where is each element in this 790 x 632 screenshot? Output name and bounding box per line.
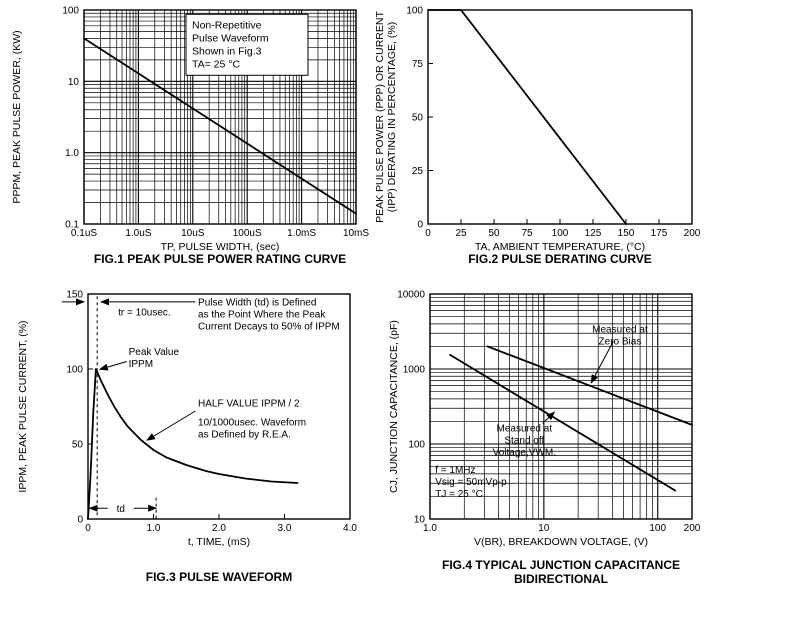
svg-text:4.0: 4.0 [343,523,357,534]
svg-text:Vsig = 50mVp-p: Vsig = 50mVp-p [435,477,507,488]
svg-text:10/1000usec. Waveform: 10/1000usec. Waveform [198,418,306,429]
fig1-caption: FIG.1 PEAK PULSE POWER RATING CURVE [93,252,347,266]
svg-text:td: td [117,504,125,515]
svg-text:25: 25 [412,166,424,177]
svg-text:f = 1MHz: f = 1MHz [435,465,475,476]
svg-text:t, TIME, (mS): t, TIME, (mS) [188,536,250,548]
svg-text:10mS: 10mS [343,228,369,239]
svg-text:TJ = 25 °C: TJ = 25 °C [435,489,483,500]
svg-text:Stand off: Stand off [504,435,544,446]
svg-text:TP, PULSE WIDTH, (sec): TP, PULSE WIDTH, (sec) [161,241,280,253]
fig2-plot-svg: 0 25 50 75 100 125 150 175 200 100 75 50 25 0 TA, AMBI… [374,6,701,254]
svg-text:Pulse Width (td) is Defined: Pulse Width (td) is Defined [198,297,316,308]
svg-text:0: 0 [85,523,91,534]
svg-text:10000: 10000 [397,290,425,301]
svg-text:Measured at: Measured at [592,324,648,335]
svg-text:75: 75 [412,59,424,70]
svg-text:1.0uS: 1.0uS [125,228,151,239]
svg-text:Non-Repetitive: Non-Repetitive [192,19,262,31]
svg-text:Voltage,VWM.: Voltage,VWM. [493,447,556,458]
svg-text:50: 50 [488,228,500,239]
svg-text:0: 0 [425,228,431,239]
fig3-pulse-waveform-chart: 0 1.0 2.0 3.0 4.0 0 50 100 150 t, TIME, (mS) IPPM,… [0,272,395,568]
fig4-caption: FIG.4 TYPICAL JUNCTION CAPACITANCE BIDIR… [441,558,680,586]
svg-text:10uS: 10uS [181,228,205,239]
svg-text:0: 0 [77,515,83,526]
svg-text:100: 100 [408,440,425,451]
svg-text:as Defined by R.E.A.: as Defined by R.E.A. [198,430,291,441]
svg-text:V(BR), BREAKDOWN VOLTAGE, (V): V(BR), BREAKDOWN VOLTAGE, (V) [474,536,648,548]
svg-text:150: 150 [66,290,83,301]
svg-text:CJ, JUNCTION CAPACITANCE, (pF): CJ, JUNCTION CAPACITANCE, (pF) [388,320,400,493]
svg-text:Zero Bias: Zero Bias [599,336,642,347]
svg-text:100uS: 100uS [233,228,262,239]
svg-text:100: 100 [62,6,79,17]
svg-text:100: 100 [406,6,423,17]
svg-text:3.0: 3.0 [278,523,292,534]
svg-text:tr = 10usec.: tr = 10usec. [118,307,171,318]
svg-text:1.0: 1.0 [147,523,161,534]
svg-text:150: 150 [618,228,635,239]
svg-text:1.0: 1.0 [65,148,79,159]
svg-text:75: 75 [521,228,533,239]
fig1-plot-svg: 0.1uS 1.0uS 10uS 100uS 1.0mS 10mS 100 10 1.0 0.1 T… [11,6,369,254]
fig4-junction-capacitance-chart: 1.0 10 100 200 10 100 1000 10000 V(BR), BREAKDOW… [370,272,790,568]
svg-text:IPPM: IPPM [129,359,153,370]
svg-text:100: 100 [649,523,666,534]
svg-text:200: 200 [684,228,701,239]
svg-text:0: 0 [417,220,423,231]
svg-text:100: 100 [552,228,569,239]
svg-text:1.0mS: 1.0mS [287,228,316,239]
svg-text:0.1uS: 0.1uS [71,228,97,239]
svg-text:as the Point Where the Peak: as the Point Where the Peak [198,309,326,320]
fig2-pulse-derating-chart: 0 25 50 75 100 125 150 175 200 100 75 50 25 0 TA, AMBI… [370,0,790,256]
svg-text:(IPP) DERATING IN PERCENTAGE,: (IPP) DERATING IN PERCENTAGE, (%) [386,22,398,212]
svg-text:Shown in Fig.3: Shown in Fig.3 [192,45,262,57]
svg-text:125: 125 [585,228,602,239]
svg-text:50: 50 [412,113,424,124]
fig3-caption: FIG.3 PULSE WAVEFORM [145,570,293,584]
svg-text:TA= 25 °C: TA= 25 °C [192,58,240,70]
svg-text:Peak Value: Peak Value [129,347,180,358]
svg-text:HALF VALUE IPPM / 2: HALF VALUE IPPM / 2 [198,399,300,410]
fig1-peak-pulse-power-chart: 0.1uS 1.0uS 10uS 100uS 1.0mS 10mS 100 10 1.0 0.1 T… [0,0,395,256]
svg-text:0.1: 0.1 [65,220,79,231]
svg-text:2.0: 2.0 [212,523,226,534]
svg-text:TA, AMBIENT TEMPERATURE, (°C): TA, AMBIENT TEMPERATURE, (°C) [475,241,645,253]
svg-text:1000: 1000 [403,365,426,376]
svg-text:10: 10 [538,523,550,534]
svg-text:PPPM, PEAK PULSE POWER, (KW): PPPM, PEAK PULSE POWER, (KW) [11,30,23,203]
svg-text:Measured at: Measured at [497,423,553,434]
svg-text:10: 10 [414,515,426,526]
svg-text:IPPM, PEAK PULSE CURRENT, (%): IPPM, PEAK PULSE CURRENT, (%) [17,320,29,492]
svg-text:10: 10 [68,77,80,88]
svg-text:200: 200 [684,523,701,534]
fig2-caption: FIG.2 PULSE DERATING CURVE [468,252,652,266]
svg-text:175: 175 [651,228,668,239]
svg-text:Pulse Waveform: Pulse Waveform [192,32,269,44]
svg-text:50: 50 [72,440,84,451]
svg-text:Current Decays to 50% of IPPM: Current Decays to 50% of IPPM [198,321,340,332]
svg-text:1.0: 1.0 [423,523,437,534]
svg-text:100: 100 [66,365,83,376]
svg-text:25: 25 [455,228,467,239]
fig3-plot-svg: 0 1.0 2.0 3.0 4.0 0 50 100 150 t, TIME, (mS) IPPM,… [17,290,357,549]
svg-text:PEAK PULSE POWER (PPP) OR CURR: PEAK PULSE POWER (PPP) OR CURRENT [374,11,386,223]
